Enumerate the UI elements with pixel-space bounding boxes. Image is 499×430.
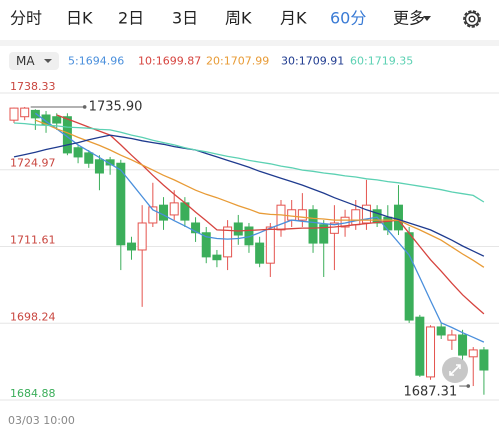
candle-body bbox=[116, 162, 126, 246]
more-caret bbox=[423, 16, 431, 21]
legend-entry: 30:1709.91 bbox=[281, 55, 344, 68]
candle-body bbox=[447, 334, 457, 341]
candle-body bbox=[319, 224, 329, 244]
candle-body bbox=[265, 226, 275, 264]
candle-body bbox=[223, 226, 233, 258]
ma-line bbox=[35, 119, 485, 268]
tab[interactable]: 月K bbox=[280, 9, 307, 28]
candle-body bbox=[159, 204, 169, 221]
candle-body bbox=[276, 204, 286, 231]
candle-body bbox=[329, 222, 339, 234]
candle-body bbox=[426, 326, 436, 378]
legend: 5:1694.96 10:1699.87 20:1707.99 30:1709.91 6… bbox=[68, 55, 413, 68]
legend-entry: 20:1707.99 bbox=[206, 55, 269, 68]
candle-body bbox=[52, 116, 62, 124]
candle-body bbox=[233, 222, 243, 236]
candle-body bbox=[468, 349, 478, 358]
tab[interactable]: 更多 bbox=[393, 9, 425, 28]
candle-body bbox=[308, 209, 318, 244]
tab[interactable]: 日K bbox=[66, 9, 93, 28]
candle-body bbox=[287, 209, 297, 221]
candle-body bbox=[9, 107, 19, 121]
annotation-dot bbox=[466, 384, 471, 388]
y-tick-label: 1724.97 bbox=[10, 157, 56, 170]
candle-body bbox=[404, 232, 414, 321]
y-tick-label: 1738.33 bbox=[10, 80, 56, 93]
candle-body bbox=[383, 216, 393, 231]
ma-line bbox=[13, 122, 485, 203]
candle-body bbox=[415, 316, 425, 376]
tab[interactable]: 60分 bbox=[330, 9, 366, 28]
plot-area: 1738.33 1724.97 1711.61 1698.24 1684.88 03/03… bbox=[0, 80, 499, 427]
settings-icon[interactable] bbox=[463, 10, 481, 28]
candle-body bbox=[212, 254, 222, 261]
indicator-caret bbox=[44, 59, 52, 63]
x-tick-label: 03/03 10:00 bbox=[8, 414, 75, 427]
candle-body bbox=[191, 222, 201, 234]
candle-body bbox=[137, 222, 147, 251]
tab[interactable]: 分时 bbox=[10, 9, 42, 28]
candle-body bbox=[84, 152, 94, 164]
candle-body bbox=[126, 242, 136, 251]
candle-body bbox=[148, 206, 158, 224]
candle-body bbox=[30, 109, 40, 119]
candle-body bbox=[201, 232, 211, 258]
indicator-label: MA bbox=[16, 54, 35, 68]
indicator-button[interactable] bbox=[9, 52, 59, 70]
legend-entry: 10:1699.87 bbox=[138, 55, 201, 68]
candle-body bbox=[105, 159, 115, 166]
y-tick-label: 1711.61 bbox=[10, 233, 56, 246]
tab-bar: 分时 日K 2日 3日 周K 月K 60分 更多 bbox=[10, 9, 425, 28]
zoom-button[interactable] bbox=[442, 357, 468, 383]
separator bbox=[0, 40, 499, 46]
candle-body bbox=[73, 147, 83, 158]
candle-body bbox=[393, 204, 403, 231]
candle-body bbox=[479, 349, 489, 371]
annotation-label: 1687.31 bbox=[403, 385, 457, 400]
annotation-label: 1735.90 bbox=[89, 99, 143, 114]
candle-body bbox=[458, 334, 468, 356]
ma-line bbox=[13, 134, 485, 257]
candle-body bbox=[255, 242, 265, 264]
tab[interactable]: 2日 bbox=[118, 9, 144, 28]
legend-entry: 60:1719.35 bbox=[350, 55, 413, 68]
candle-body bbox=[351, 209, 361, 226]
candle-body bbox=[169, 202, 179, 216]
candle-body bbox=[297, 209, 307, 221]
y-tick-label: 1684.88 bbox=[10, 387, 56, 400]
candle-body bbox=[436, 326, 446, 336]
ma-line bbox=[56, 114, 485, 315]
candle-body bbox=[94, 159, 104, 174]
tab[interactable]: 3日 bbox=[172, 9, 198, 28]
ma-line bbox=[35, 112, 485, 343]
legend-entry: 5:1694.96 bbox=[68, 55, 124, 68]
annotation-dot bbox=[82, 105, 87, 109]
y-tick-label: 1698.24 bbox=[10, 310, 56, 323]
candle-body bbox=[20, 107, 30, 118]
tab[interactable]: 周K bbox=[225, 9, 252, 28]
